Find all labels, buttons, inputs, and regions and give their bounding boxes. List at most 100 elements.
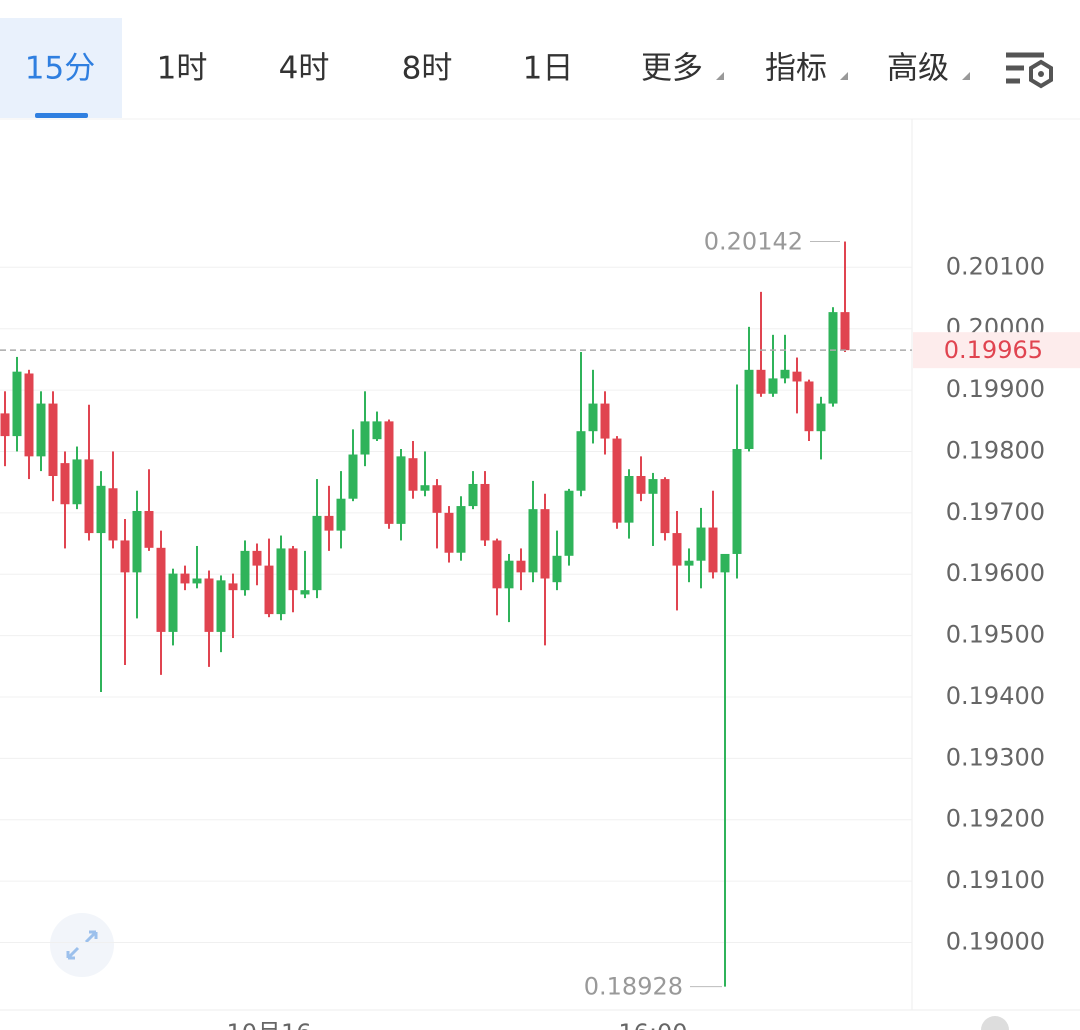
candle-body	[444, 512, 454, 553]
candle-body	[132, 510, 142, 573]
menu-caret	[716, 72, 724, 80]
candle-body	[216, 580, 226, 632]
candle-body	[300, 590, 310, 595]
candle-body	[72, 459, 82, 505]
candle-body	[624, 476, 634, 523]
tab[interactable]: 指标	[765, 51, 827, 87]
candle-body	[288, 548, 298, 591]
last-price-label: 0.19965	[944, 336, 1043, 364]
settings-icon[interactable]	[1006, 52, 1053, 89]
candle-body	[480, 483, 490, 541]
candle-body	[372, 421, 382, 440]
candle-body	[516, 560, 526, 573]
candle-body	[36, 403, 46, 457]
candle-body	[828, 312, 838, 404]
y-tick-label: 0.19500	[946, 621, 1045, 649]
tab[interactable]: 15分	[25, 51, 95, 87]
tab[interactable]: 4时	[279, 51, 330, 87]
candle-body	[768, 378, 778, 394]
candle-body	[264, 565, 274, 615]
candle-body	[552, 555, 562, 583]
y-tick-label: 0.19700	[946, 498, 1045, 526]
candle-body	[564, 490, 574, 556]
tab[interactable]: 1时	[157, 51, 208, 87]
candle-body	[432, 485, 442, 513]
candle-body	[144, 510, 154, 548]
last-price-box	[913, 332, 1080, 369]
candle-body	[192, 578, 202, 584]
candle-body	[840, 312, 850, 351]
candle-body	[660, 479, 670, 534]
candle-body	[528, 509, 538, 573]
candle-body	[468, 483, 478, 507]
candle-body	[756, 369, 766, 394]
candle-body	[60, 463, 70, 505]
candle-body	[276, 548, 286, 615]
y-tick-label: 0.19900	[946, 375, 1045, 403]
candle-body	[348, 454, 358, 499]
candle-body	[720, 553, 730, 573]
tab[interactable]: 1日	[523, 51, 574, 87]
candle-body	[576, 431, 586, 491]
candle-body	[636, 476, 646, 494]
candle-body	[180, 573, 190, 584]
candle-body	[672, 533, 682, 566]
candle-body	[396, 456, 406, 524]
candle-body	[792, 371, 802, 382]
candle-body	[228, 583, 238, 591]
tab[interactable]: 8时	[402, 51, 453, 87]
y-tick-label: 0.19400	[946, 682, 1045, 710]
menu-caret	[962, 72, 970, 80]
expand-button[interactable]	[50, 913, 114, 977]
max-label: 0.20142	[704, 228, 803, 256]
y-tick-label: 0.19800	[946, 436, 1045, 464]
candle-body	[240, 550, 250, 591]
candle-body	[780, 369, 790, 379]
x-tick-label: 16:00	[618, 1019, 687, 1030]
y-tick-label: 0.19000	[946, 927, 1045, 955]
active-tab-bg	[0, 18, 122, 118]
y-tick-label: 0.19300	[946, 743, 1045, 771]
candle-body	[648, 479, 658, 494]
candle-body	[360, 421, 370, 455]
candle-body	[408, 458, 418, 491]
candle-body	[684, 560, 694, 566]
candle-body	[12, 371, 22, 437]
candle-body	[168, 573, 178, 632]
candle-body	[612, 438, 622, 523]
candle-body	[504, 560, 514, 589]
candle-body	[0, 413, 10, 437]
y-tick-label: 0.20100	[946, 252, 1045, 280]
candle-body	[492, 540, 502, 589]
candle-body	[96, 485, 106, 534]
tab[interactable]: 更多	[641, 51, 703, 87]
candle-body	[48, 403, 58, 476]
tab[interactable]: 高级	[887, 51, 949, 87]
min-label: 0.18928	[584, 973, 683, 1001]
y-tick-label: 0.19600	[946, 559, 1045, 587]
x-tick-label: 10月16	[226, 1019, 311, 1030]
y-tick-label: 0.19100	[946, 866, 1045, 894]
candle-body	[804, 381, 814, 432]
candle-body	[384, 421, 394, 524]
candle-body	[84, 459, 94, 534]
candle-body	[540, 509, 550, 579]
candle-body	[312, 515, 322, 591]
candle-body	[204, 578, 214, 632]
candle-body	[600, 403, 610, 439]
candle-body	[816, 403, 826, 432]
candle-body	[732, 448, 742, 554]
candle-body	[120, 540, 130, 573]
candle-body	[696, 527, 706, 561]
candle-body	[420, 485, 430, 491]
scroll-button[interactable]	[981, 1016, 1009, 1030]
candle-body	[24, 373, 34, 457]
candle-body	[336, 498, 346, 531]
active-tab-indicator	[35, 113, 88, 118]
candle-body	[108, 488, 118, 541]
menu-caret	[840, 72, 848, 80]
candle-body	[744, 369, 754, 449]
y-tick-label: 0.19200	[946, 805, 1045, 833]
candle-body	[588, 403, 598, 432]
